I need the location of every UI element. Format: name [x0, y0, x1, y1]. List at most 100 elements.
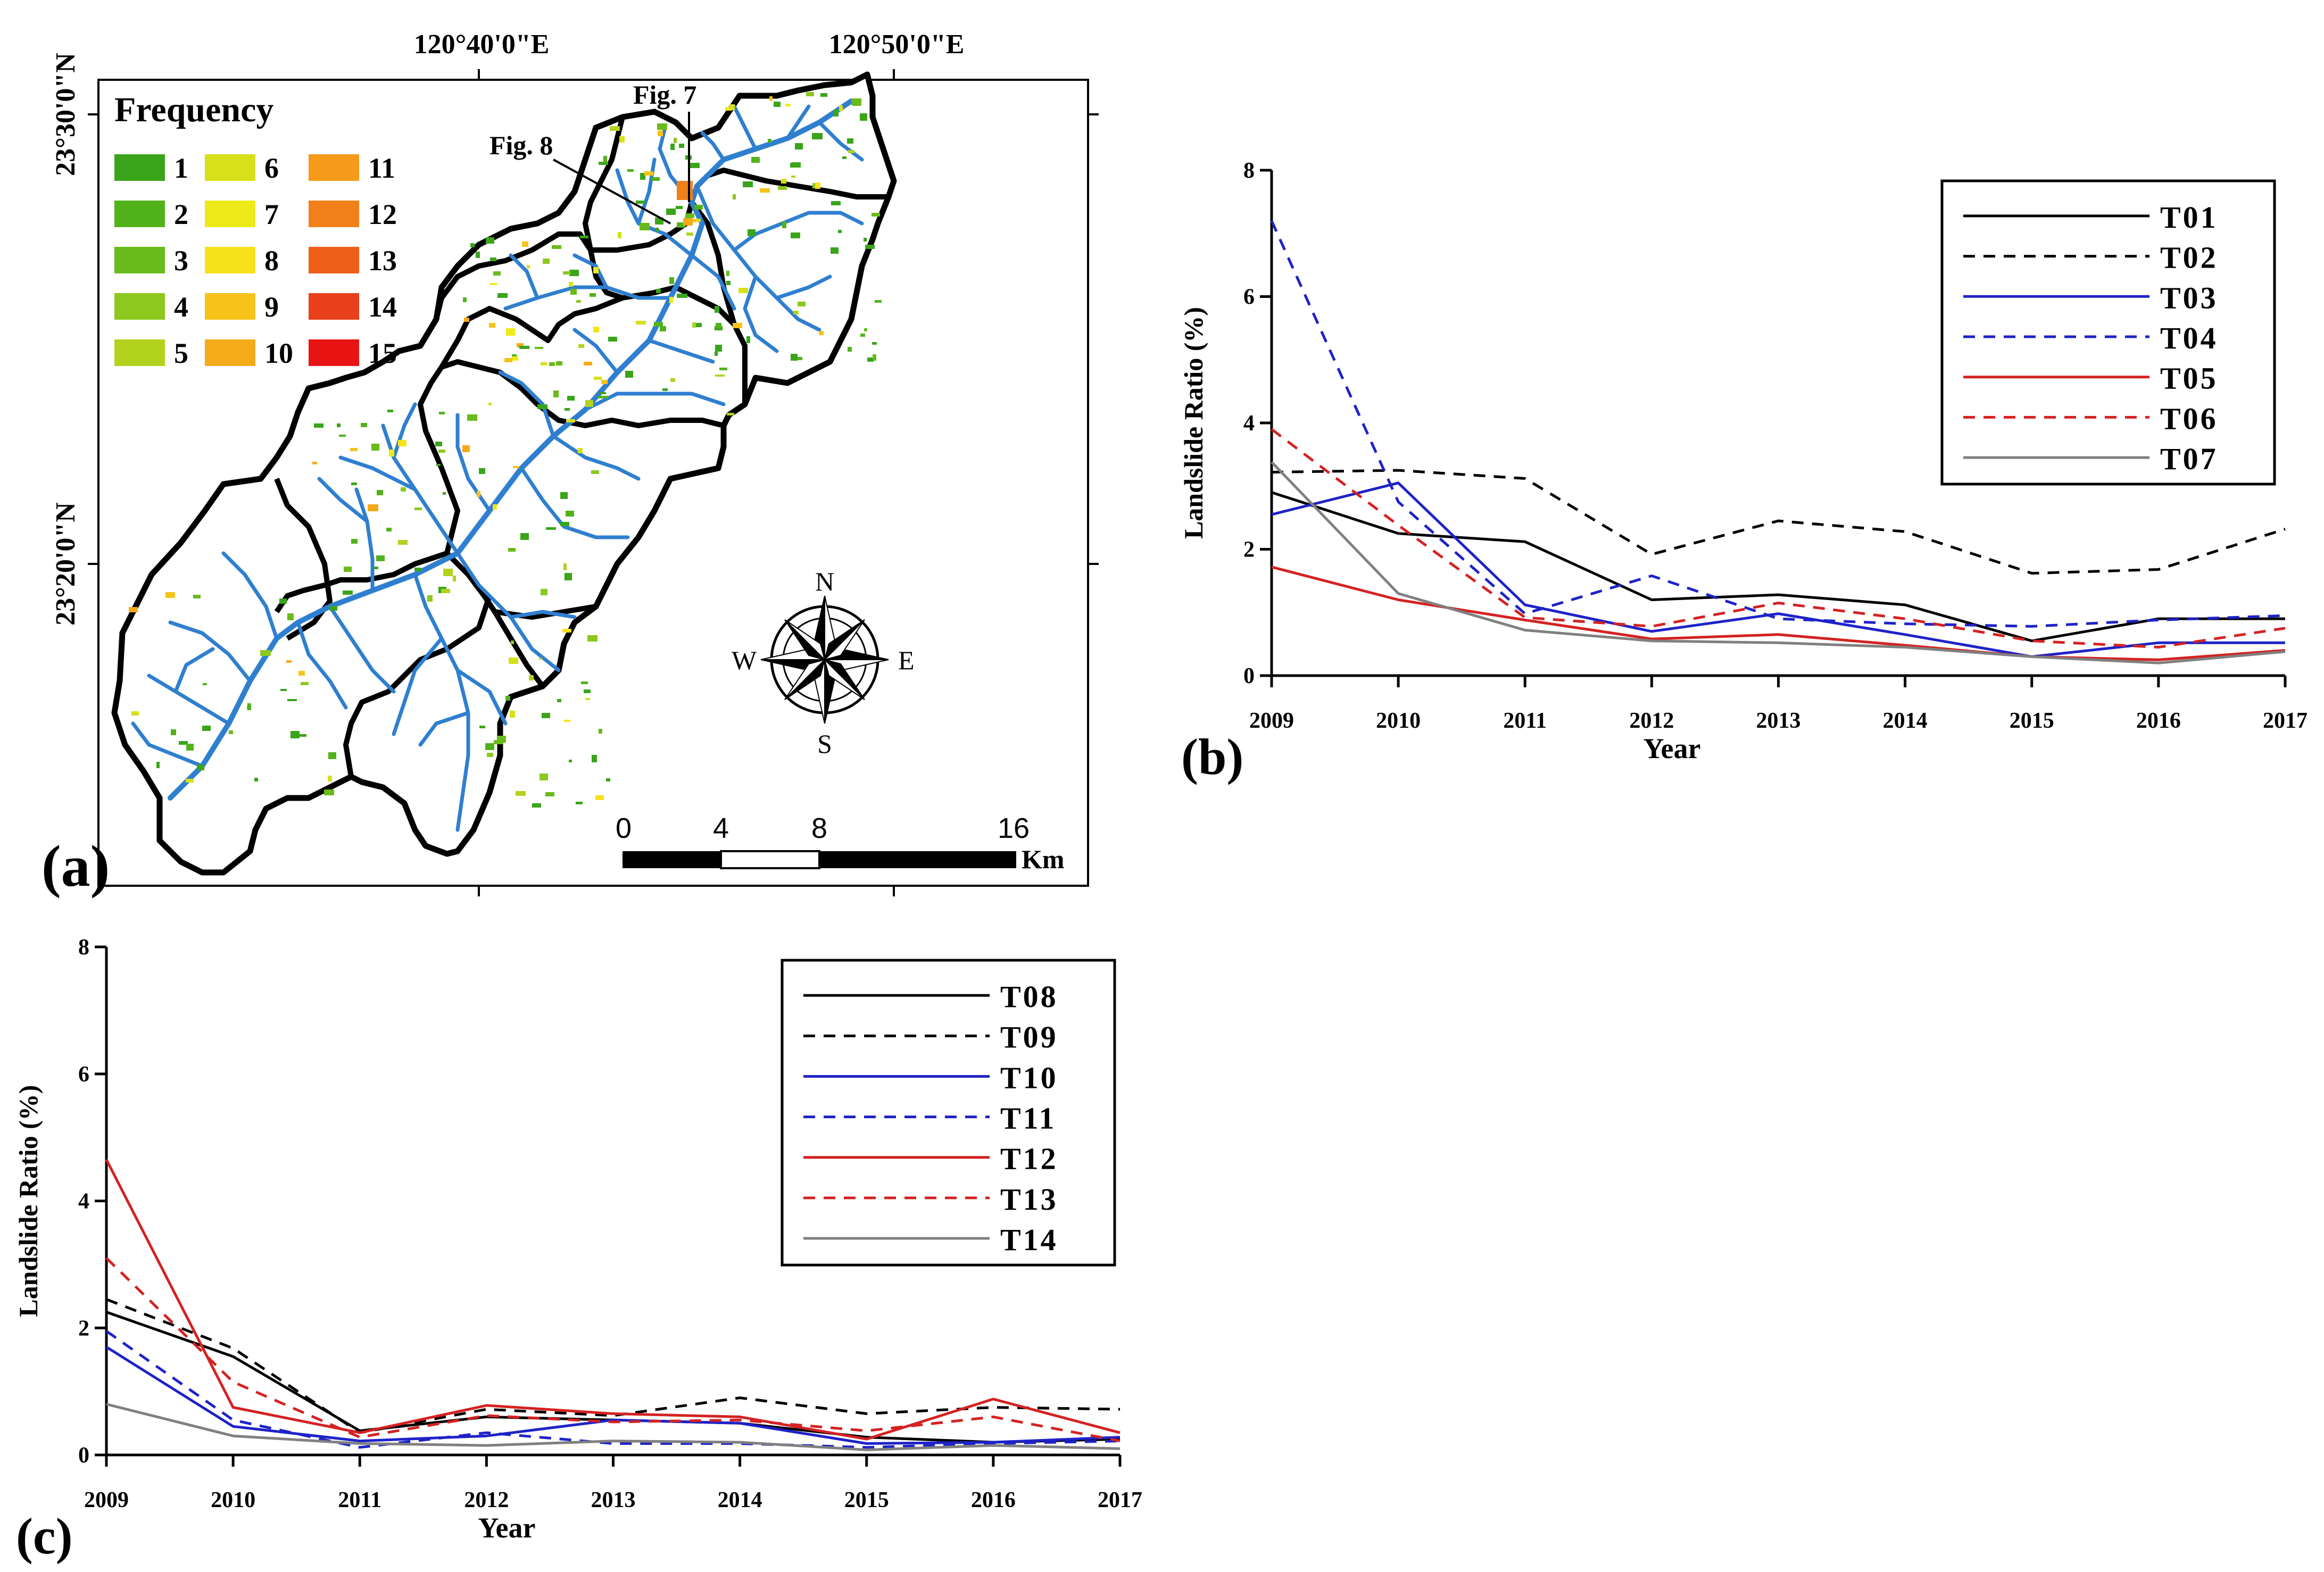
landslide-patch: [562, 629, 571, 633]
legend-label-t06: T06: [2160, 401, 2218, 436]
x-tick-label: 2015: [844, 1488, 889, 1512]
x-axis-label: Year: [478, 1512, 536, 1544]
landslide-patch: [493, 271, 501, 276]
landslide-patch: [791, 354, 798, 361]
landslide-patch: [401, 487, 406, 492]
landslide-patch: [733, 194, 736, 199]
legend-box: [1940, 179, 2276, 486]
landslide-patch: [493, 504, 497, 510]
landslide-patch: [368, 504, 378, 511]
legend-label-t04: T04: [2160, 321, 2218, 355]
landslide-patch: [202, 726, 211, 731]
landslide-patch: [606, 778, 610, 781]
landslide-patch: [479, 468, 485, 474]
y-tick-label: 0: [1243, 664, 1255, 688]
y-tick-label: 4: [1243, 411, 1255, 436]
landslide-patch: [509, 658, 518, 664]
y-tick-label: 2: [78, 1316, 89, 1341]
landslide-patch: [537, 404, 547, 409]
landslide-patch: [552, 245, 561, 249]
landslide-patch: [435, 442, 442, 446]
legend-swatch-6: [205, 154, 255, 181]
landslide-patch: [654, 322, 663, 327]
map-panel: 120°40'0"E 120°50'0"E 23°30'0"N 23°20'0"…: [42, 29, 1099, 899]
landslide-patch: [441, 589, 450, 593]
landslide-patch: [662, 388, 668, 391]
legend-label-4: 4: [174, 291, 188, 323]
legend-swatch-1: [114, 154, 165, 181]
landslide-patch: [476, 252, 480, 258]
landslide-patch: [686, 232, 693, 236]
y-axis-label: Landslide Ratio (%): [13, 1085, 43, 1317]
landslide-patch: [517, 343, 524, 347]
landslide-patch: [727, 413, 734, 415]
landslide-patch: [376, 555, 385, 561]
panel-label-a: (a): [42, 834, 110, 899]
legend-label-t08: T08: [1000, 979, 1058, 1014]
landslide-patch: [197, 764, 204, 770]
landslide-patch: [508, 548, 516, 552]
landslide-patch: [676, 206, 683, 209]
legend-label-t02: T02: [2160, 240, 2218, 275]
landslide-patch: [519, 346, 529, 349]
landslide-patch: [464, 318, 469, 322]
landslide-patch: [666, 209, 676, 215]
series-line-t09: [106, 1298, 1120, 1434]
landslide-patch: [785, 104, 791, 106]
landslide-patch: [280, 689, 287, 691]
landslide-patch: [793, 311, 799, 314]
landslide-patch: [301, 682, 309, 685]
landslide-patch: [738, 288, 748, 293]
landslide-patch: [129, 607, 138, 612]
legend-label-12: 12: [368, 198, 397, 230]
legend-label-9: 9: [264, 291, 279, 323]
landslide-patch: [619, 136, 625, 143]
landslide-patch: [371, 444, 379, 451]
y-tick-label: 4: [78, 1190, 89, 1214]
landslide-patch: [865, 245, 875, 249]
landslide-patch: [842, 156, 846, 159]
landslide-patch: [815, 182, 820, 189]
scale-tick-8: 8: [811, 812, 827, 844]
landslide-patch: [563, 271, 570, 275]
landslide-patch: [203, 683, 207, 685]
landslide-patch: [806, 92, 814, 96]
landslide-patch: [527, 265, 530, 269]
legend-swatch-7: [205, 201, 255, 227]
map-frame-ticks: [88, 69, 1099, 896]
legend-swatch-5: [114, 339, 165, 366]
legend-label-13: 13: [368, 245, 397, 277]
chart-c: 0 2 4 6 8 2009 2010 2011 2012 2013 2014 2015 2016 201…: [13, 935, 1142, 1565]
landslide-patch: [576, 300, 581, 303]
landslide-patch: [658, 130, 663, 136]
landslide-patch: [696, 323, 702, 327]
landslide-patch: [584, 362, 592, 365]
landslide-patch: [511, 641, 514, 644]
series-line-t12: [105, 1159, 1120, 1441]
landslide-patch: [719, 368, 727, 370]
legend-swatch-12: [309, 201, 359, 227]
landslide-patch: [847, 138, 853, 144]
x-tick-label: 2017: [1098, 1488, 1142, 1512]
landslide-patch: [290, 731, 300, 738]
fig7-label: Fig. 7: [633, 80, 696, 110]
legend-label-3: 3: [174, 245, 188, 277]
landslide-patch: [591, 470, 599, 474]
landslide-patch: [565, 408, 570, 411]
landslide-patch: [486, 237, 494, 244]
landslide-patch: [726, 281, 731, 285]
landslide-patch: [260, 650, 271, 656]
landslide-patch: [677, 181, 693, 200]
landslide-patch: [287, 699, 297, 701]
landslide-patch: [819, 331, 824, 335]
landslide-patch: [279, 598, 287, 604]
landslide-patch: [798, 302, 806, 306]
legend-box: [781, 959, 1116, 1267]
landslide-patch: [716, 323, 721, 328]
legend-swatch-14: [309, 293, 359, 320]
landslide-patch: [344, 567, 352, 572]
landslide-patch: [329, 606, 337, 611]
landslide-patch: [679, 144, 684, 148]
landslide-patch: [414, 568, 421, 571]
landslide-patch: [872, 213, 880, 217]
